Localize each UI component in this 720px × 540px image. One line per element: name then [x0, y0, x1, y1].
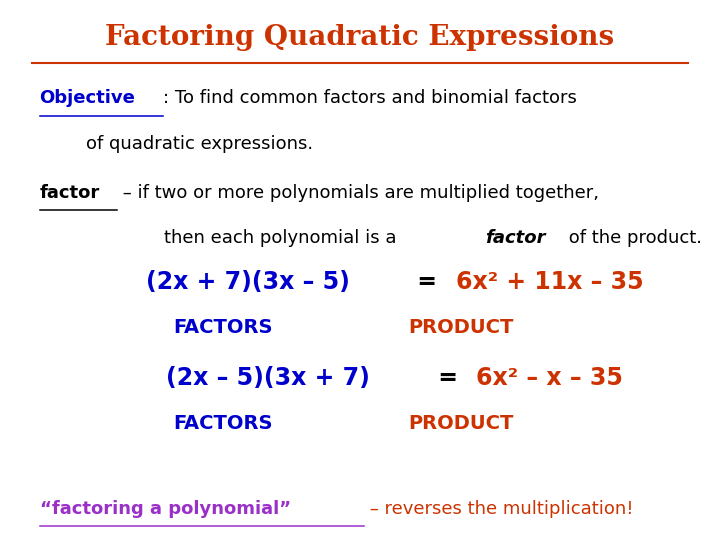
Text: of the product.: of the product. — [563, 230, 702, 247]
Text: of quadratic expressions.: of quadratic expressions. — [40, 135, 312, 153]
Text: – if two or more polynomials are multiplied together,: – if two or more polynomials are multipl… — [117, 184, 599, 201]
Text: (2x – 5)(3x + 7): (2x – 5)(3x + 7) — [166, 366, 370, 390]
Text: Objective: Objective — [40, 89, 135, 107]
Text: PRODUCT: PRODUCT — [408, 318, 513, 336]
Text: then each polynomial is a: then each polynomial is a — [118, 230, 402, 247]
Text: =: = — [409, 270, 446, 294]
Text: FACTORS: FACTORS — [174, 414, 273, 433]
Text: Factoring Quadratic Expressions: Factoring Quadratic Expressions — [105, 24, 615, 51]
Text: – reverses the multiplication!: – reverses the multiplication! — [364, 500, 633, 517]
Text: PRODUCT: PRODUCT — [408, 414, 513, 433]
Text: 6x² – x – 35: 6x² – x – 35 — [477, 366, 624, 390]
Text: : To find common factors and binomial factors: : To find common factors and binomial fa… — [163, 89, 577, 107]
Text: =: = — [430, 366, 466, 390]
Text: “factoring a polynomial”: “factoring a polynomial” — [40, 500, 291, 517]
Text: 6x² + 11x – 35: 6x² + 11x – 35 — [456, 270, 644, 294]
Text: factor: factor — [40, 184, 100, 201]
Text: (2x + 7)(3x – 5): (2x + 7)(3x – 5) — [146, 270, 350, 294]
Text: factor: factor — [485, 230, 545, 247]
Text: FACTORS: FACTORS — [174, 318, 273, 336]
